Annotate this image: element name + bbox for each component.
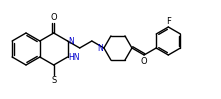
Text: N: N [69,37,74,46]
Text: F: F [166,17,171,26]
Text: O: O [50,13,57,22]
Text: O: O [141,57,147,66]
Text: N: N [97,43,103,52]
Text: HN: HN [68,52,80,61]
Text: S: S [51,76,56,85]
